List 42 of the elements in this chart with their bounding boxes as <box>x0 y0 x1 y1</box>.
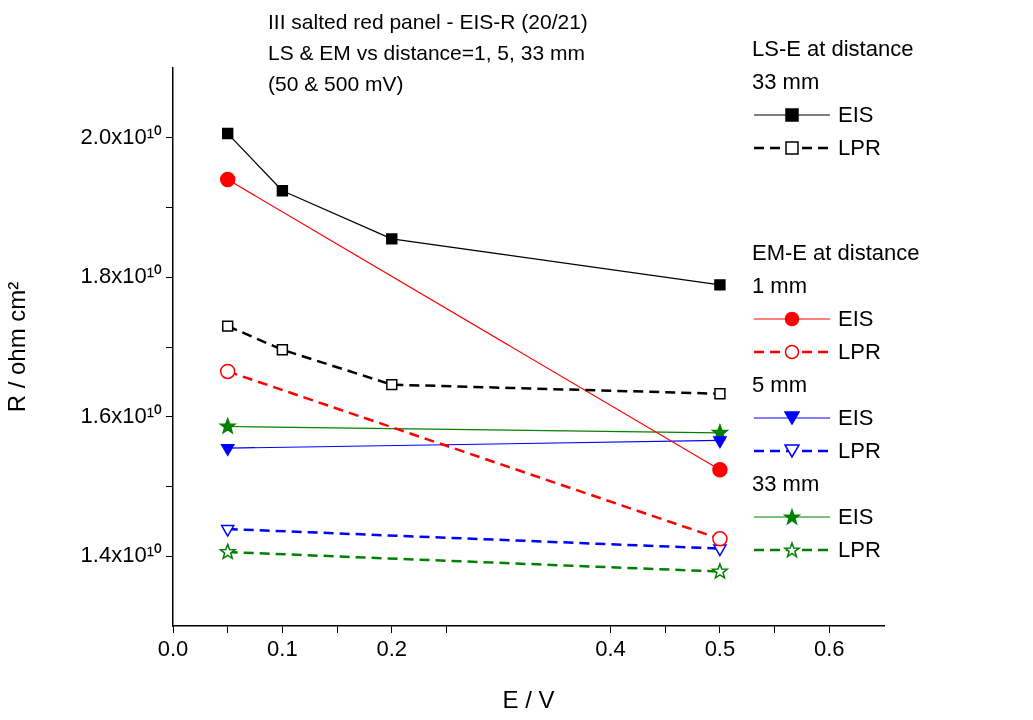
annotation: 33 mm <box>752 68 821 96</box>
chart-title: III salted red panel - EIS-R (20/21) LS & EM vs distance=1, 5, 33 mm (50 & 500 mV) <box>268 9 588 97</box>
y-tick-label: 1.8x10¹⁰ <box>80 263 162 289</box>
annotation: EM-E at distance <box>752 239 920 267</box>
x-tick-label: 0.2 <box>376 636 408 662</box>
point <box>714 388 726 400</box>
x-axis-title: E / V <box>502 686 555 714</box>
legend-label: EIS <box>838 404 874 432</box>
y-axis-title: R / ohm cm² <box>3 281 31 413</box>
y-tick-label: 1.4x10¹⁰ <box>80 542 162 568</box>
point <box>276 344 289 356</box>
text: LS-E at distance <box>752 35 915 63</box>
point <box>712 462 728 478</box>
point <box>219 543 236 560</box>
legend-label: LPR <box>838 134 881 162</box>
point <box>714 279 726 291</box>
annotation: 5 mm <box>752 371 808 399</box>
x-tick-label: 0.6 <box>814 636 845 662</box>
y-tick-label: 2.0x10¹⁰ <box>80 123 162 149</box>
x-tick-label: 0.0 <box>157 636 189 662</box>
annotation: 1 mm <box>752 272 808 300</box>
legend-label: LPR <box>838 437 881 465</box>
point <box>276 185 289 197</box>
x-tick-label: 0.5 <box>704 636 736 662</box>
legend-label: EIS <box>838 503 874 531</box>
point <box>712 531 728 547</box>
point <box>711 563 728 579</box>
point <box>219 418 236 434</box>
x-tick-label: 0.1 <box>267 636 298 662</box>
point <box>221 127 234 140</box>
y-tick-label: 1.6x10¹⁰ <box>80 402 162 428</box>
annotation: 33 mm <box>752 470 821 498</box>
legend-label: LPR <box>838 338 881 366</box>
point <box>221 320 234 332</box>
legend-label: LPR <box>838 536 881 564</box>
x-tick-label: 0.4 <box>595 636 626 662</box>
point <box>386 233 398 245</box>
legend-label: EIS <box>838 101 874 129</box>
legend-label: EIS <box>838 305 874 333</box>
point <box>386 378 398 391</box>
point <box>219 363 236 380</box>
point <box>219 171 236 188</box>
